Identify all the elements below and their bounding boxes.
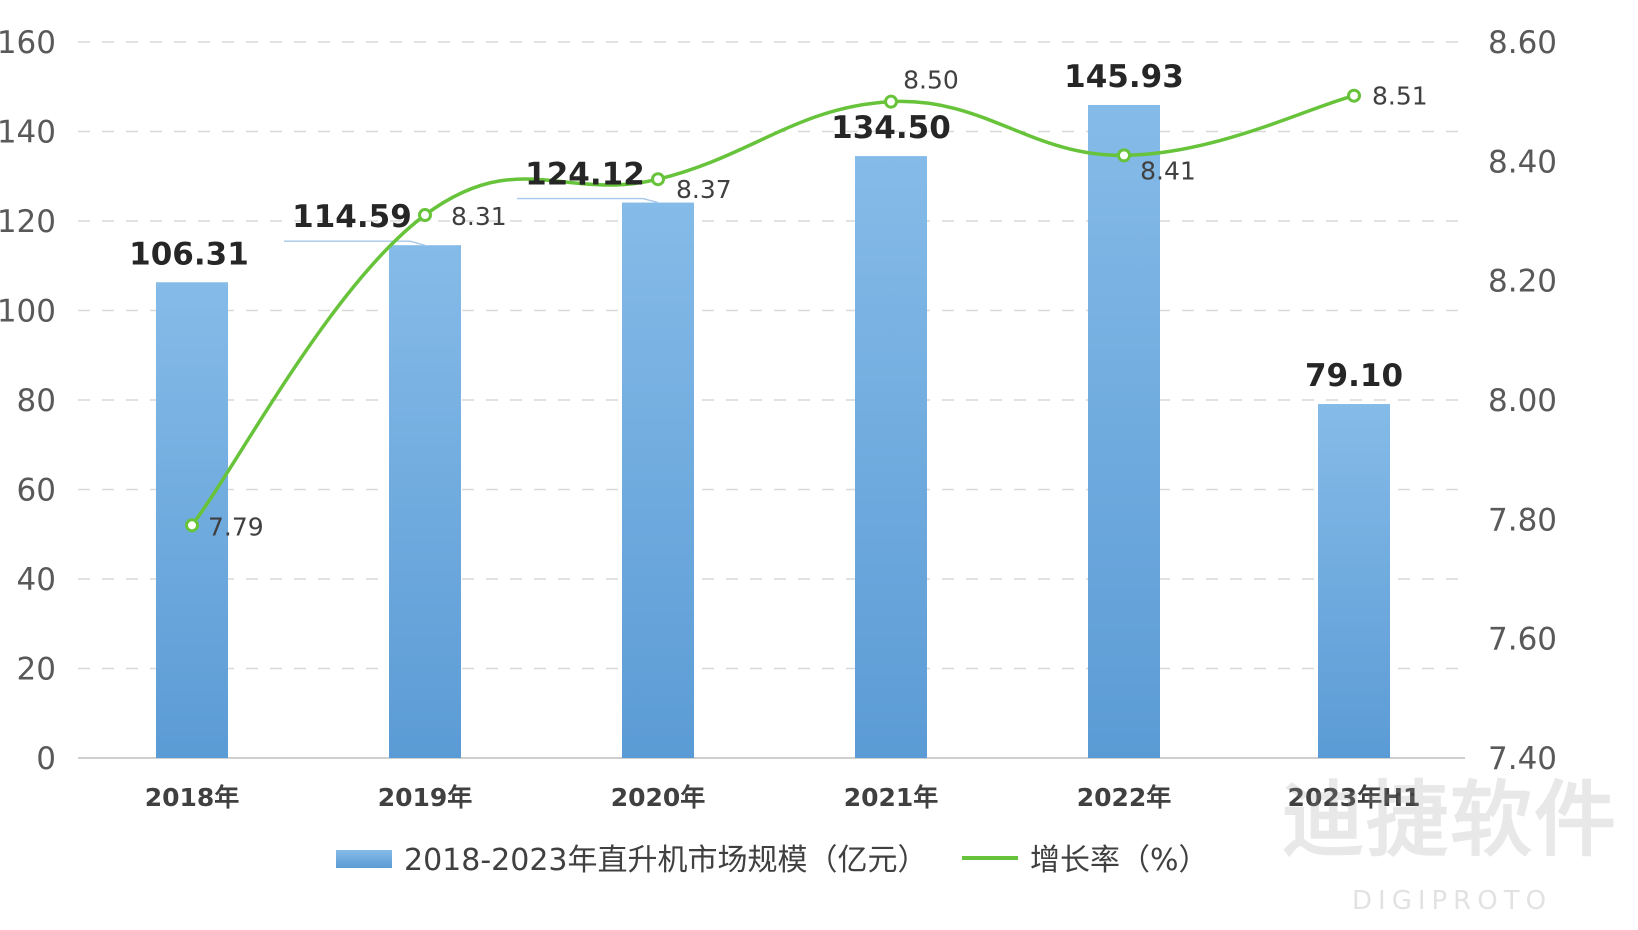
label-leaders (284, 197, 659, 246)
right-axis-tick-label: 8.20 (1488, 264, 1557, 300)
category-tick-label: 2020年 (611, 783, 706, 812)
left-axis-tick-label: 80 (17, 383, 56, 419)
bar (1088, 104, 1160, 758)
legend-label-line: 增长率（%） (1030, 843, 1209, 878)
line-point-marker (1347, 88, 1361, 103)
left-axis-tick-label: 0 (36, 741, 56, 777)
bar (1318, 404, 1390, 758)
label-leader-line (517, 197, 659, 204)
category-tick-label: 2021年 (844, 783, 939, 812)
label-leader-line (284, 240, 426, 246)
line-data-label: 8.51 (1372, 82, 1428, 111)
left-axis-tick-label: 120 (0, 204, 56, 240)
left-axis-tick-label: 140 (0, 115, 56, 151)
line-series (185, 88, 1361, 533)
bar-data-label: 134.50 (831, 110, 951, 146)
line-data-label: 8.31 (451, 202, 507, 231)
growth-rate-line (190, 94, 1355, 527)
legend-label-bar: 2018-2023年直升机市场规模（亿元） (404, 843, 928, 878)
right-axis: 7.40 7.60 7.80 8.00 8.20 8.40 8.60 (1488, 25, 1557, 777)
line-data-label: 8.41 (1140, 156, 1196, 185)
right-axis-tick-label: 8.00 (1488, 383, 1557, 419)
bar (855, 156, 927, 759)
right-axis-tick-label: 7.40 (1488, 741, 1557, 777)
left-axis-tick-label: 60 (17, 473, 56, 509)
category-axis: 2018年 2019年 2020年 2021年 2022年 2023年H1 (145, 783, 1421, 812)
bar-data-label: 124.12 (525, 157, 645, 193)
right-axis-tick-label: 7.80 (1488, 502, 1557, 538)
category-tick-label: 2023年H1 (1288, 783, 1421, 812)
legend-swatch-bar (336, 850, 392, 868)
line-point-marker (884, 94, 898, 109)
line-data-label: 8.37 (676, 175, 732, 204)
left-axis-tick-label: 100 (0, 294, 56, 330)
line-point-marker (185, 518, 199, 533)
bar-data-labels: 106.31 114.59 124.12 134.50 145.93 79.10 (129, 59, 1403, 394)
bar-data-label: 79.10 (1305, 358, 1403, 394)
bar-data-label: 106.31 (129, 236, 249, 272)
line-point-marker (1117, 148, 1131, 163)
line-point-marker (418, 208, 432, 223)
line-data-labels: 7.79 8.31 8.37 8.50 8.41 8.51 (208, 66, 1428, 542)
gridlines (78, 41, 1465, 759)
right-axis-tick-label: 8.40 (1488, 144, 1557, 180)
legend: 2018-2023年直升机市场规模（亿元） 增长率（%） (336, 843, 1209, 878)
left-axis: 0 20 40 60 80 100 120 140 160 (0, 25, 56, 777)
category-tick-label: 2019年 (378, 783, 473, 812)
bar-data-label: 114.59 (292, 199, 412, 235)
category-tick-label: 2022年 (1077, 783, 1172, 812)
bar (622, 202, 694, 759)
line-point-marker (651, 172, 665, 187)
right-axis-tick-label: 8.60 (1488, 25, 1557, 61)
left-axis-tick-label: 20 (17, 652, 56, 688)
left-axis-tick-label: 160 (0, 25, 56, 61)
line-data-label: 8.50 (903, 66, 959, 95)
left-axis-tick-label: 40 (17, 562, 56, 598)
line-data-label: 7.79 (208, 512, 264, 541)
category-tick-label: 2018年 (145, 783, 240, 812)
right-axis-tick-label: 7.60 (1488, 622, 1557, 658)
bar-data-label: 145.93 (1064, 59, 1184, 95)
bar (389, 245, 461, 759)
